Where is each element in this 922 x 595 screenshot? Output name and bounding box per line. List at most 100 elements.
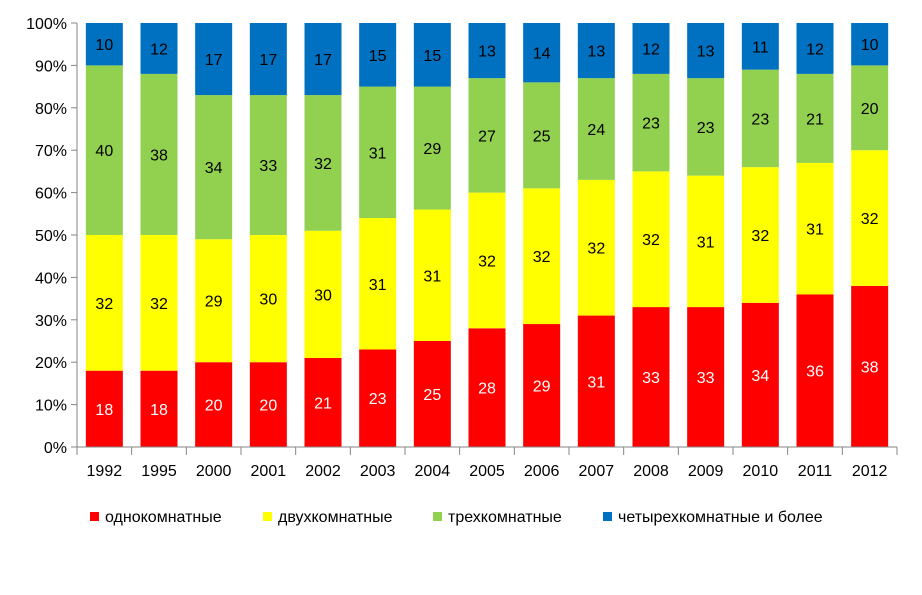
bar-value-label: 13	[587, 44, 605, 61]
bar-segment	[632, 171, 670, 308]
bar-value-label: 32	[478, 253, 496, 270]
bar-segment	[523, 324, 561, 447]
bar-value-label: 18	[150, 402, 168, 419]
x-tick-label: 1995	[141, 463, 177, 480]
bar-value-label: 25	[533, 128, 551, 145]
bar-segment	[359, 86, 397, 219]
bar-value-label: 12	[806, 41, 824, 58]
bar-value-label: 17	[259, 52, 277, 69]
bar-segment	[796, 23, 834, 74]
bar-value-label: 36	[806, 364, 824, 381]
bar-value-label: 17	[205, 52, 223, 69]
legend-label: двухкомнатные	[278, 509, 393, 526]
legend-swatch	[433, 512, 442, 521]
x-tick-label: 2003	[360, 463, 396, 480]
bar-value-label: 12	[150, 41, 168, 58]
bar-segment	[85, 370, 123, 447]
bar-value-label: 23	[697, 120, 715, 137]
x-tick-label: 2009	[688, 463, 724, 480]
bar-value-label: 31	[697, 234, 715, 251]
bar-value-label: 25	[423, 387, 441, 404]
bar-segment	[85, 23, 123, 66]
legend-label: однокомнатные	[105, 509, 222, 526]
bar-segment	[249, 23, 287, 96]
bar-segment	[195, 95, 233, 240]
bar-segment	[359, 23, 397, 87]
y-tick-label: 60%	[35, 186, 67, 203]
bar-segment	[359, 349, 397, 447]
bar-segment	[140, 235, 178, 371]
legend-swatch	[603, 512, 612, 521]
bar-value-label: 32	[314, 156, 332, 173]
bar-value-label: 15	[369, 48, 387, 65]
x-tick-label: 2005	[469, 463, 505, 480]
bar-value-label: 18	[95, 402, 113, 419]
bar-segment	[195, 23, 233, 96]
bar-segment	[632, 23, 670, 74]
bar-value-label: 23	[751, 111, 769, 128]
bar-segment	[304, 230, 342, 358]
bar-segment	[796, 162, 834, 295]
bar-segment	[140, 23, 178, 74]
bar-value-label: 32	[861, 211, 879, 228]
legend: однокомнатные двухкомнатные трехкомнатные ч…	[90, 509, 823, 526]
bar-segment	[140, 73, 178, 235]
bar-segment	[632, 73, 670, 172]
x-tick-label: 2010	[743, 463, 779, 480]
bar-value-label: 20	[259, 398, 277, 415]
bar-segment	[523, 188, 561, 325]
bar-value-label: 20	[205, 398, 223, 415]
bar-segment	[687, 175, 725, 308]
bar-segment	[687, 307, 725, 447]
legend-label: трехкомнатные	[448, 509, 562, 526]
bar-value-label: 17	[314, 52, 332, 69]
legend-label: четырехкомнатные и более	[618, 509, 823, 526]
bar-segment	[577, 78, 615, 180]
bar-value-label: 40	[95, 143, 113, 160]
bar-value-label: 31	[369, 277, 387, 294]
bar-segment	[304, 23, 342, 96]
bar-segment	[195, 239, 233, 363]
bar-segment	[523, 82, 561, 189]
bar-value-label: 31	[587, 374, 605, 391]
y-axis: 0% 10% 20% 30% 40% 50% 60% 70% 80% 90% 100%	[26, 16, 78, 457]
legend-swatch	[263, 512, 272, 521]
bar-segment	[687, 78, 725, 176]
bar-value-label: 30	[259, 292, 277, 309]
bar-segment	[468, 78, 506, 193]
x-tick-label: 2002	[305, 463, 341, 480]
bar-segment	[796, 73, 834, 163]
bar-segment	[577, 315, 615, 447]
bar-segment	[851, 65, 889, 151]
bar-segment	[413, 86, 451, 210]
bar-value-label: 23	[369, 391, 387, 408]
bar-segment	[851, 150, 889, 286]
y-tick-label: 80%	[35, 101, 67, 118]
bar-value-label: 15	[423, 48, 441, 65]
y-tick-label: 100%	[26, 16, 67, 33]
y-tick-label: 70%	[35, 143, 67, 160]
x-tick-label: 2007	[579, 463, 615, 480]
bar-value-label: 27	[478, 128, 496, 145]
bar-segment	[632, 307, 670, 447]
bar-value-label: 11	[752, 39, 769, 56]
x-tick-label: 1992	[87, 463, 123, 480]
x-tick-label: 2001	[251, 463, 287, 480]
y-tick-label: 40%	[35, 270, 67, 287]
bar-segment	[577, 23, 615, 79]
bar-value-label: 32	[587, 241, 605, 258]
bar-value-label: 32	[751, 228, 769, 245]
bar-value-label: 32	[533, 249, 551, 266]
y-tick-label: 20%	[35, 355, 67, 372]
bar-segment	[687, 23, 725, 79]
bar-value-label: 21	[806, 111, 824, 128]
x-tick-label: 2004	[415, 463, 451, 480]
bar-value-label: 29	[533, 379, 551, 396]
bar-value-label: 20	[861, 101, 879, 118]
bar-value-label: 33	[259, 158, 277, 175]
bar-value-label: 29	[205, 294, 223, 311]
bar-segment	[851, 23, 889, 66]
bar-value-label: 32	[95, 296, 113, 313]
bar-segment	[468, 23, 506, 79]
bar-value-label: 29	[423, 141, 441, 158]
